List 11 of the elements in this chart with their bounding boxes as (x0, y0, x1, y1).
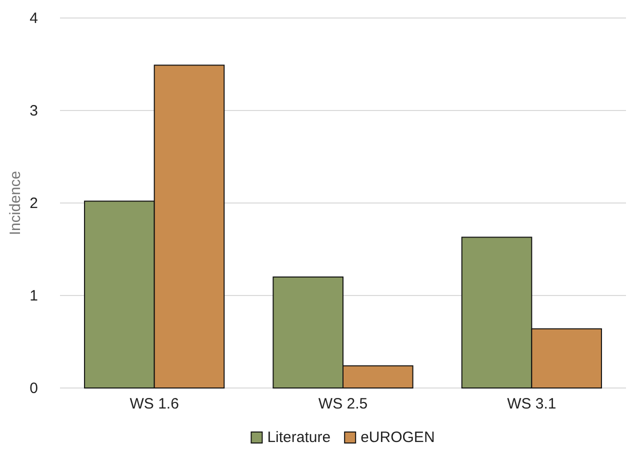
y-tick-label: 3 (30, 102, 38, 120)
y-tick-label: 1 (30, 287, 38, 304)
y-tick-label: 4 (30, 10, 38, 27)
x-tick-label: WS 1.6 (130, 396, 179, 413)
y-axis-title: Incidence (7, 170, 24, 236)
y-tick-label: 0 (30, 380, 38, 397)
y-tick-label: 2 (30, 194, 38, 212)
legend-label: Literature (267, 429, 331, 446)
x-tick-label: WS 3.1 (507, 396, 556, 413)
legend-label: eUROGEN (360, 429, 435, 446)
x-tick-label: WS 2.5 (318, 396, 368, 413)
